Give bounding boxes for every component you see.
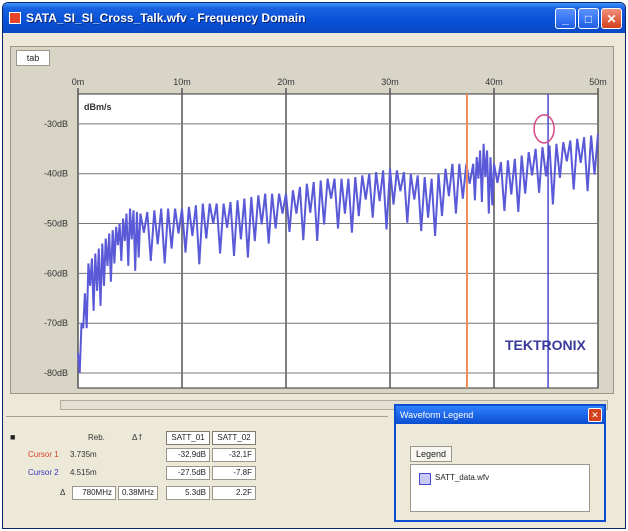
y-tick-label: -50dB — [44, 219, 68, 229]
legend-swatch-icon[interactable] — [419, 473, 431, 485]
column-header-1[interactable]: SATT_01 — [166, 431, 210, 445]
x-tick-label: 30m — [381, 77, 399, 87]
x-tick-label: 20m — [277, 77, 295, 87]
delta-extra: 0.38MHz — [118, 486, 158, 500]
delta-col1: 5.3dB — [166, 486, 210, 500]
tab-legend[interactable]: Legend — [410, 446, 453, 462]
cursor-marker-icon — [533, 114, 555, 144]
y-tick-label: -70dB — [44, 318, 68, 328]
delta-label: Δ — [60, 488, 66, 497]
cursor2-value: 4.515m — [70, 468, 97, 477]
x-tick-label: 40m — [485, 77, 503, 87]
header-rel: Reb. — [88, 433, 105, 442]
watermark-logo: TEKTRONIX — [505, 337, 587, 353]
header-delta-f: Δ f — [132, 433, 142, 442]
unit-label: dBm/s — [84, 102, 112, 112]
minimize-button[interactable]: _ — [555, 8, 576, 29]
column-header-2[interactable]: SATT_02 — [212, 431, 256, 445]
window-title: SATA_SI_SI_Cross_Talk.wfv - Frequency Do… — [26, 11, 306, 25]
plot-area — [77, 93, 599, 389]
y-tick-label: -80dB — [44, 368, 68, 378]
dialog-close-button[interactable]: ✕ — [588, 408, 602, 422]
legend-list: SATT_data.wfv — [410, 464, 590, 512]
delta-value: 780MHz — [72, 486, 116, 500]
y-tick-label: -60dB — [44, 268, 68, 278]
waveform-legend-dialog[interactable]: Waveform Legend ✕ Legend SATT_data.wfv — [394, 404, 606, 522]
app-icon — [9, 12, 21, 24]
y-tick-label: -40dB — [44, 169, 68, 179]
y-tick-label: -30dB — [44, 119, 68, 129]
panel-marker-icon: ■ — [10, 432, 16, 442]
cursor2-label: Cursor 2 — [28, 468, 59, 477]
cursor1-col1: -32.9dB — [166, 448, 210, 462]
dialog-title: Waveform Legend — [400, 410, 474, 420]
axis-tab[interactable]: tab — [16, 50, 50, 66]
cursor2-col1: -27.5dB — [166, 466, 210, 480]
cursor1-label: Cursor 1 — [28, 450, 59, 459]
maximize-button[interactable]: □ — [578, 8, 599, 29]
x-tick-label: 0m — [72, 77, 85, 87]
delta-col2: 2.2F — [212, 486, 256, 500]
legend-item-label: SATT_data.wfv — [435, 473, 490, 482]
horizontal-scrollbar[interactable] — [60, 400, 608, 410]
close-button[interactable]: ✕ — [601, 8, 622, 29]
dialog-title-bar[interactable]: Waveform Legend ✕ — [396, 406, 604, 424]
trace-line — [77, 133, 599, 374]
cursor2-col2: -7.8F — [212, 466, 256, 480]
cursor1-value: 3.735m — [70, 450, 97, 459]
title-bar[interactable]: SATA_SI_SI_Cross_Talk.wfv - Frequency Do… — [3, 3, 625, 33]
cursor1-col2: -32.1F — [212, 448, 256, 462]
x-tick-label: 50m — [589, 77, 607, 87]
x-tick-label: 10m — [173, 77, 191, 87]
